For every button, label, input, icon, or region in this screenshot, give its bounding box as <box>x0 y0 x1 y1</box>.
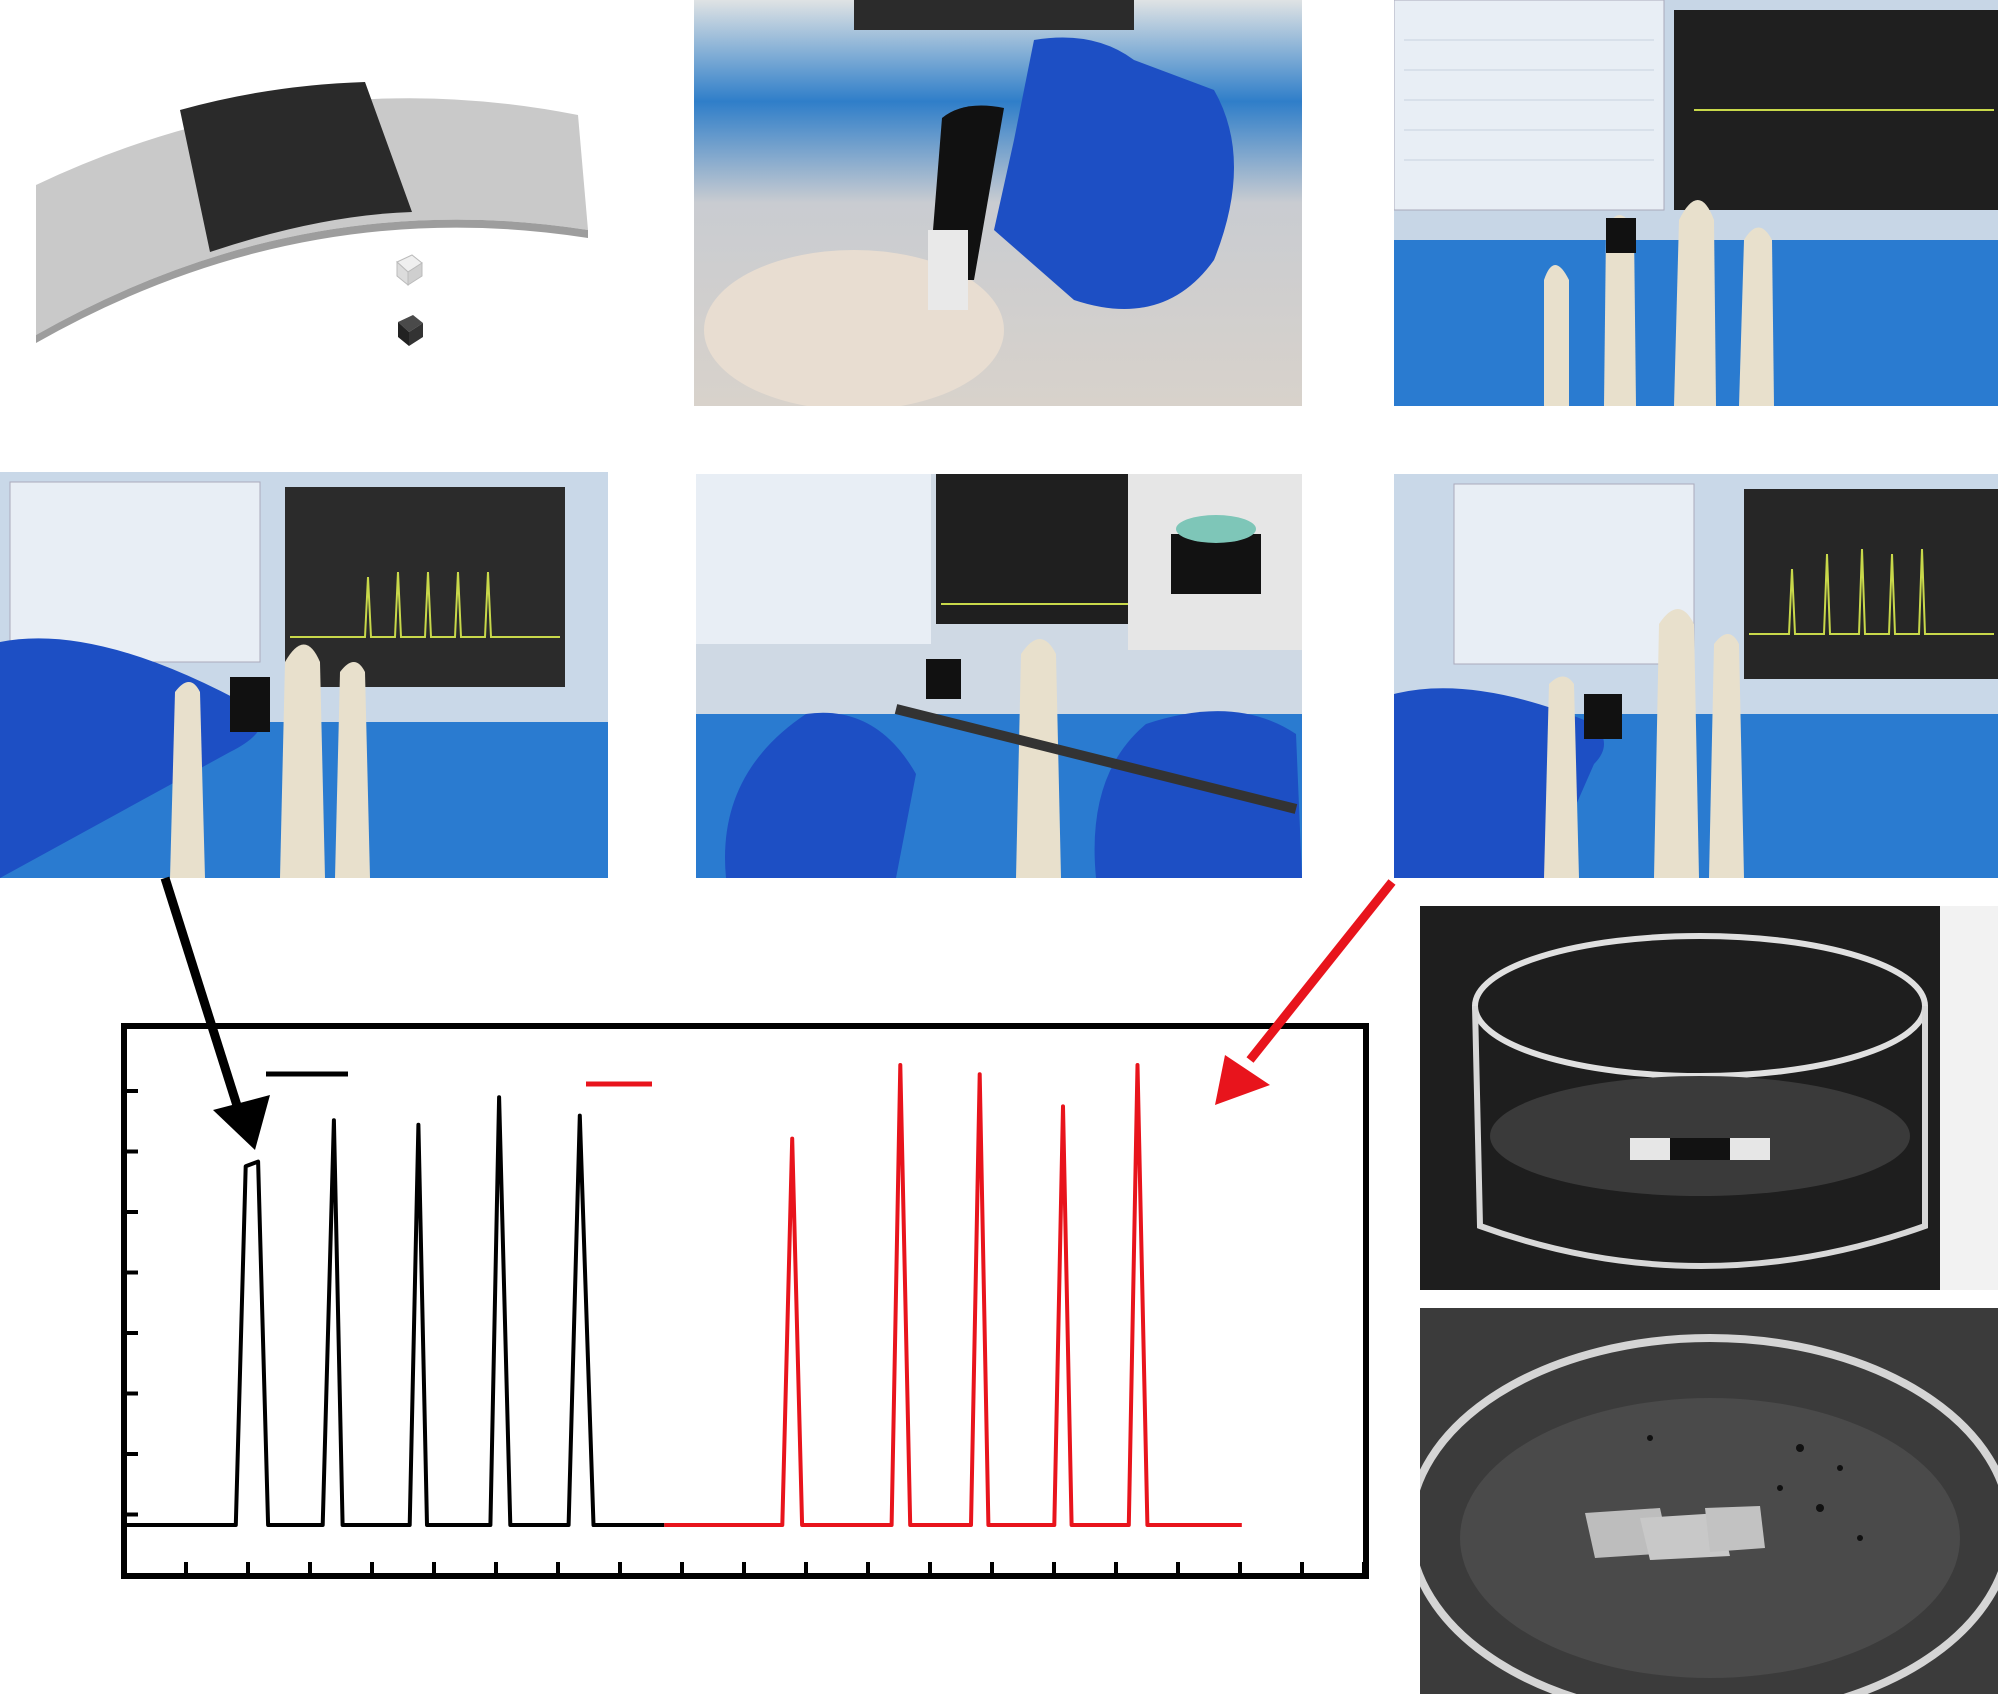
cube-icon <box>398 315 423 346</box>
series-line-0 <box>124 1095 665 1527</box>
signal-chart-svg <box>121 1023 1369 1579</box>
chart-legend <box>266 1071 652 1087</box>
photo-bending-film <box>694 0 1302 406</box>
arrow-icon <box>160 876 270 1150</box>
signal-chart <box>100 1010 1400 1630</box>
photo-beaker-immersed <box>1420 906 1998 1290</box>
schematic-panel <box>0 0 600 400</box>
film-sensor-icon <box>36 82 588 343</box>
photo-cut-finger-signal <box>1394 474 1998 878</box>
arrow-icon <box>1215 879 1396 1105</box>
series-line-1 <box>664 1063 1242 1527</box>
photo-beaker-dissolved <box>1420 1308 1998 1694</box>
photo-cutting-sensor <box>696 474 1302 878</box>
photo-finger-press-signal <box>0 472 608 878</box>
photo-finger-flat-signal <box>1394 0 1998 406</box>
chart-series <box>124 1063 1242 1527</box>
chart-ticks <box>124 1089 1366 1577</box>
cube-icon <box>396 254 423 287</box>
